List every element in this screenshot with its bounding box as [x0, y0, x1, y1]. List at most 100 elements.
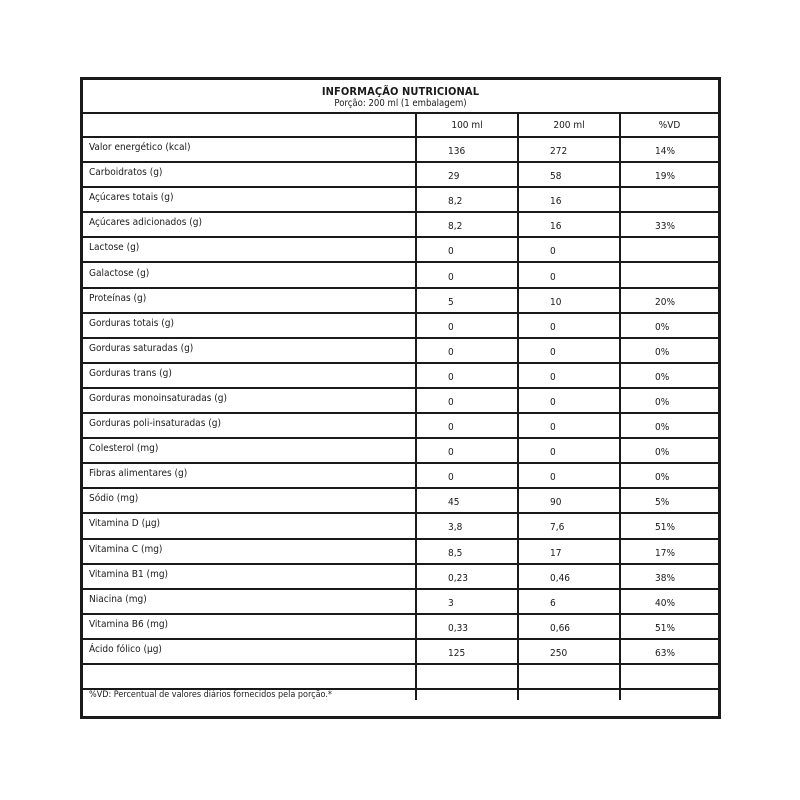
nutrient-row: Açúcares adicionados (g) 8,2 16 33%	[83, 213, 718, 239]
nutrient-label: Gorduras poli-insaturadas (g)	[83, 414, 417, 438]
value-100ml: 45	[417, 489, 519, 513]
value-200ml: 0	[519, 238, 621, 262]
value-vd	[621, 263, 718, 286]
value-200ml: 0,66	[519, 614, 621, 638]
value-vd: 63%	[655, 647, 675, 659]
nutrient-row: Gorduras totais (g) 0 0 0%	[83, 313, 718, 339]
table-title: INFORMAÇÃO NUTRICIONAL	[321, 85, 480, 98]
nutrient-row: Gorduras poli-insaturadas (g) 0 0 0%	[83, 414, 718, 440]
value-vd: 51%	[655, 622, 675, 634]
nutrient-label: Gorduras trans (g)	[83, 363, 417, 387]
nutrient-row: Niacina (mg) 3 6 40%	[83, 589, 718, 615]
nutrient-row: Valor energético (kcal) 136 272 14%	[83, 138, 718, 164]
nutrient-label: Valor energético (kcal)	[83, 138, 417, 162]
empty-cell	[519, 664, 621, 688]
value-vd: 0%	[655, 422, 670, 434]
nutrient-label: Açúcares totais (g)	[83, 188, 417, 212]
nutrient-row: Vitamina B1 (mg) 0,23 0,46 38%	[83, 564, 718, 590]
nutrient-label: Galactose (g)	[83, 263, 417, 287]
value-vd: 40%	[655, 597, 675, 609]
value-100ml: 0	[417, 238, 519, 262]
nutrition-table: INFORMAÇÃO NUTRICIONAL Porção: 200 ml (1…	[80, 77, 721, 719]
value-200ml: 90	[519, 489, 621, 513]
nutrient-row: Carboidratos (g) 29 58 19%	[83, 163, 718, 189]
column-header-100ml: 100 ml	[417, 114, 519, 136]
empty-cell	[519, 689, 621, 700]
value-200ml: 0	[519, 363, 621, 387]
value-100ml: 29	[417, 163, 519, 187]
empty-cell	[621, 690, 718, 700]
value-vd: 51%	[655, 522, 675, 534]
nutrient-label: Ácido fólico (µg)	[83, 639, 417, 663]
value-100ml: 0,23	[417, 564, 519, 588]
nutrient-row: Gorduras saturadas (g) 0 0 0%	[83, 338, 718, 364]
value-vd: 0%	[655, 346, 670, 358]
value-100ml: 5	[417, 288, 519, 312]
nutrient-row: Açúcares totais (g) 8,2 16	[83, 188, 718, 214]
nutrient-label: Açúcares adicionados (g)	[83, 213, 417, 237]
nutrient-label: Sódio (mg)	[83, 489, 417, 513]
empty-cell	[417, 689, 519, 700]
footnote-row: %VD: Percentual de valores diários forne…	[83, 689, 718, 700]
nutrient-label: Vitamina D (µg)	[83, 514, 417, 538]
value-100ml: 3,8	[417, 514, 519, 538]
column-header-blank	[83, 114, 417, 136]
value-100ml: 136	[417, 138, 519, 162]
empty-row	[83, 664, 718, 690]
nutrient-row: Vitamina C (mg) 8,5 17 17%	[83, 539, 718, 565]
value-vd: 14%	[655, 146, 675, 158]
nutrient-row: Vitamina D (µg) 3,8 7,6 51%	[83, 514, 718, 540]
empty-cell	[621, 665, 718, 688]
nutrient-label: Proteínas (g)	[83, 288, 417, 312]
value-100ml: 0	[417, 388, 519, 413]
value-vd	[621, 238, 718, 261]
value-200ml: 16	[519, 188, 621, 212]
value-200ml: 16	[519, 213, 621, 237]
value-200ml: 0	[519, 338, 621, 362]
value-200ml: 7,6	[519, 514, 621, 538]
value-100ml: 3	[417, 589, 519, 613]
value-200ml: 0	[519, 313, 621, 337]
value-200ml: 250	[519, 639, 621, 663]
value-vd: 0%	[655, 447, 670, 459]
nutrient-row: Gorduras monoinsaturadas (g) 0 0 0%	[83, 388, 718, 415]
value-100ml: 8,2	[417, 188, 519, 212]
value-vd: 17%	[655, 547, 675, 559]
value-vd: 0%	[655, 396, 670, 408]
column-header-row: 100 ml 200 ml %VD	[83, 114, 718, 138]
value-100ml: 8,5	[417, 539, 519, 563]
nutrient-label: Gorduras monoinsaturadas (g)	[83, 388, 417, 413]
nutrient-row: Fibras alimentares (g) 0 0 0%	[83, 464, 718, 490]
value-100ml: 0	[417, 464, 519, 488]
nutrient-label: Vitamina B6 (mg)	[83, 614, 417, 638]
portion-text: Porção: 200 ml (1 embalagem)	[334, 98, 467, 109]
value-200ml: 0	[519, 414, 621, 438]
nutrient-row: Gorduras trans (g) 0 0 0%	[83, 363, 718, 389]
value-200ml: 0	[519, 464, 621, 488]
nutrient-label: Carboidratos (g)	[83, 163, 417, 187]
nutrient-label: Gorduras saturadas (g)	[83, 338, 417, 362]
value-200ml: 10	[519, 288, 621, 312]
nutrient-row: Sódio (mg) 45 90 5%	[83, 489, 718, 515]
nutrient-label: Colesterol (mg)	[83, 439, 417, 463]
column-header-200ml: 200 ml	[519, 114, 621, 136]
nutrient-label: Fibras alimentares (g)	[83, 464, 417, 488]
value-200ml: 0	[519, 263, 621, 287]
nutrient-row: Colesterol (mg) 0 0 0%	[83, 439, 718, 465]
value-100ml: 0	[417, 363, 519, 387]
value-200ml: 0	[519, 388, 621, 413]
nutrient-label: Vitamina B1 (mg)	[83, 564, 417, 588]
table-header: INFORMAÇÃO NUTRICIONAL Porção: 200 ml (1…	[83, 80, 718, 114]
value-vd: 33%	[655, 221, 675, 233]
column-header-vd: %VD	[658, 119, 681, 131]
value-100ml: 0	[417, 338, 519, 362]
nutrient-label: Vitamina C (mg)	[83, 539, 417, 563]
nutrient-row: Lactose (g) 0 0	[83, 238, 718, 264]
value-vd	[621, 188, 718, 211]
value-200ml: 272	[519, 138, 621, 162]
value-vd: 38%	[655, 572, 675, 584]
value-vd: 0%	[655, 321, 670, 333]
nutrient-label: Gorduras totais (g)	[83, 313, 417, 337]
nutrient-row: Ácido fólico (µg) 125 250 63%	[83, 639, 718, 665]
value-vd: 5%	[655, 497, 670, 509]
